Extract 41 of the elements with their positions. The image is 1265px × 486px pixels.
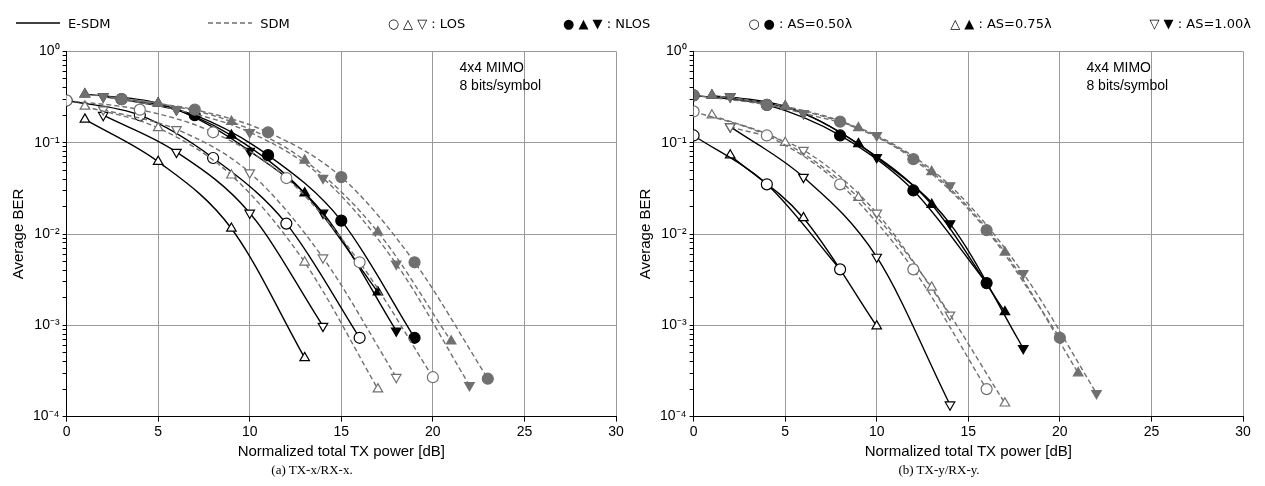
x-axis-title: Normalized total TX power [dB] [864, 441, 1072, 459]
x-tick-label: 5 [781, 422, 790, 439]
y-tick-label: 10⁰ [39, 42, 60, 59]
x-tick-label: 15 [333, 422, 350, 439]
x-tick-label: 0 [62, 422, 71, 439]
x-axis-title: Normalized total TX power [dB] [237, 441, 445, 459]
text: ○ △ ▽ : LOS [387, 15, 466, 31]
x-tick-label: 30 [608, 422, 624, 439]
y-tick-label: 10⁻³ [34, 316, 60, 333]
annotation: 4x4 MIMO [459, 59, 525, 76]
y-tick-label: 10⁻¹ [661, 133, 687, 150]
x-tick-label: 25 [516, 422, 533, 439]
y-tick-label: 10⁻² [661, 224, 687, 241]
x-tick-label: 10 [241, 422, 258, 439]
text: ▽ ▼ : AS=1.00λ [1149, 15, 1251, 31]
y-tick-label: 10⁻² [34, 224, 60, 241]
legend-label: E-SDM [68, 15, 111, 31]
text: (a) TX-x/RX-x. [271, 461, 353, 477]
x-tick-label: 5 [154, 422, 163, 439]
x-tick-label: 20 [425, 422, 441, 439]
y-axis-title: Average BER [636, 188, 654, 280]
text: ● ▲ ▼ : NLOS [563, 15, 651, 31]
y-tick-label: 10⁻¹ [34, 133, 60, 150]
annotation: 8 bits/symbol [459, 77, 542, 94]
text: △ ▲ : AS=0.75λ [950, 15, 1052, 31]
text: (b) TX-y/RX-y. [898, 461, 980, 477]
annotation: 4x4 MIMO [1086, 59, 1152, 76]
x-tick-label: 20 [1052, 422, 1068, 439]
annotation: 8 bits/symbol [1086, 77, 1169, 94]
y-axis-title: Average BER [9, 188, 27, 280]
y-tick-label: 10⁰ [666, 42, 687, 59]
y-tick-label: 10⁻⁴ [659, 407, 687, 424]
x-tick-label: 30 [1235, 422, 1251, 439]
legend-label: SDM [260, 15, 290, 31]
x-tick-label: 15 [960, 422, 977, 439]
y-tick-label: 10⁻⁴ [32, 407, 60, 424]
x-tick-label: 0 [689, 422, 698, 439]
text: ○ ● : AS=0.50λ [748, 15, 853, 31]
x-tick-label: 25 [1143, 422, 1160, 439]
y-tick-label: 10⁻³ [661, 316, 687, 333]
x-tick-label: 10 [868, 422, 885, 439]
